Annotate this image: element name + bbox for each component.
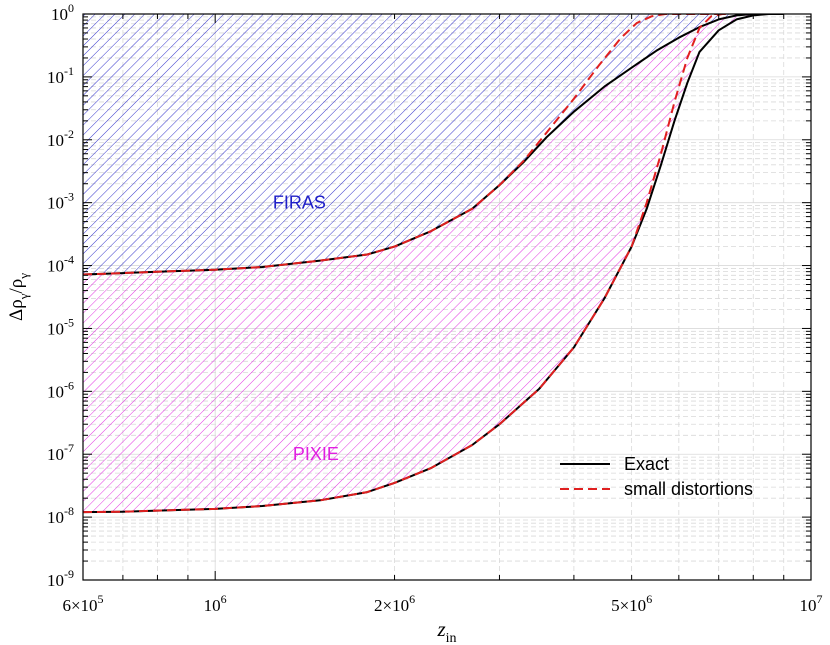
firas-region-label: FIRAS xyxy=(273,193,326,213)
y-tick-label: 10-4 xyxy=(47,253,74,276)
legend-label-small-distortions: small distortions xyxy=(624,479,753,499)
x-tick-label: 107 xyxy=(800,592,823,615)
tick-labels: 10-9 10-8 10-7 10-6 10-5 10-4 10-3 10-2 10-1 100 6… xyxy=(47,1,823,615)
y-tick-label: 100 xyxy=(51,1,74,24)
pixie-exclusion-region xyxy=(83,14,784,513)
x-axis-label: zin xyxy=(436,617,456,645)
y-axis-label: Δργ/ργ xyxy=(6,273,31,321)
y-tick-label: 10-3 xyxy=(47,190,74,213)
y-tick-label: 10-9 xyxy=(47,567,74,590)
y-tick-label: 10-7 xyxy=(47,441,74,464)
y-tick-label: 10-8 xyxy=(47,504,74,527)
curve-exact-pixie xyxy=(83,14,784,514)
pixie-region-label: PIXIE xyxy=(293,444,339,464)
y-tick-label: 10-6 xyxy=(47,378,74,401)
legend: Exact small distortions xyxy=(560,454,753,499)
x-tick-label: 106 xyxy=(204,592,227,615)
x-tick-label: 6×105 xyxy=(62,592,103,615)
legend-label-exact: Exact xyxy=(624,454,669,474)
x-tick-label: 5×106 xyxy=(611,592,652,615)
series-curves xyxy=(83,14,784,514)
y-tick-label: 10-5 xyxy=(47,315,74,338)
plot-frame xyxy=(82,13,812,581)
y-tick-label: 10-2 xyxy=(47,127,74,150)
x-tick-label: 2×106 xyxy=(374,592,415,615)
y-tick-label: 10-1 xyxy=(47,64,74,87)
firas-exclusion-region xyxy=(83,14,811,275)
axis-ticks xyxy=(82,13,812,581)
curve-small-distortions-firas xyxy=(83,14,719,276)
